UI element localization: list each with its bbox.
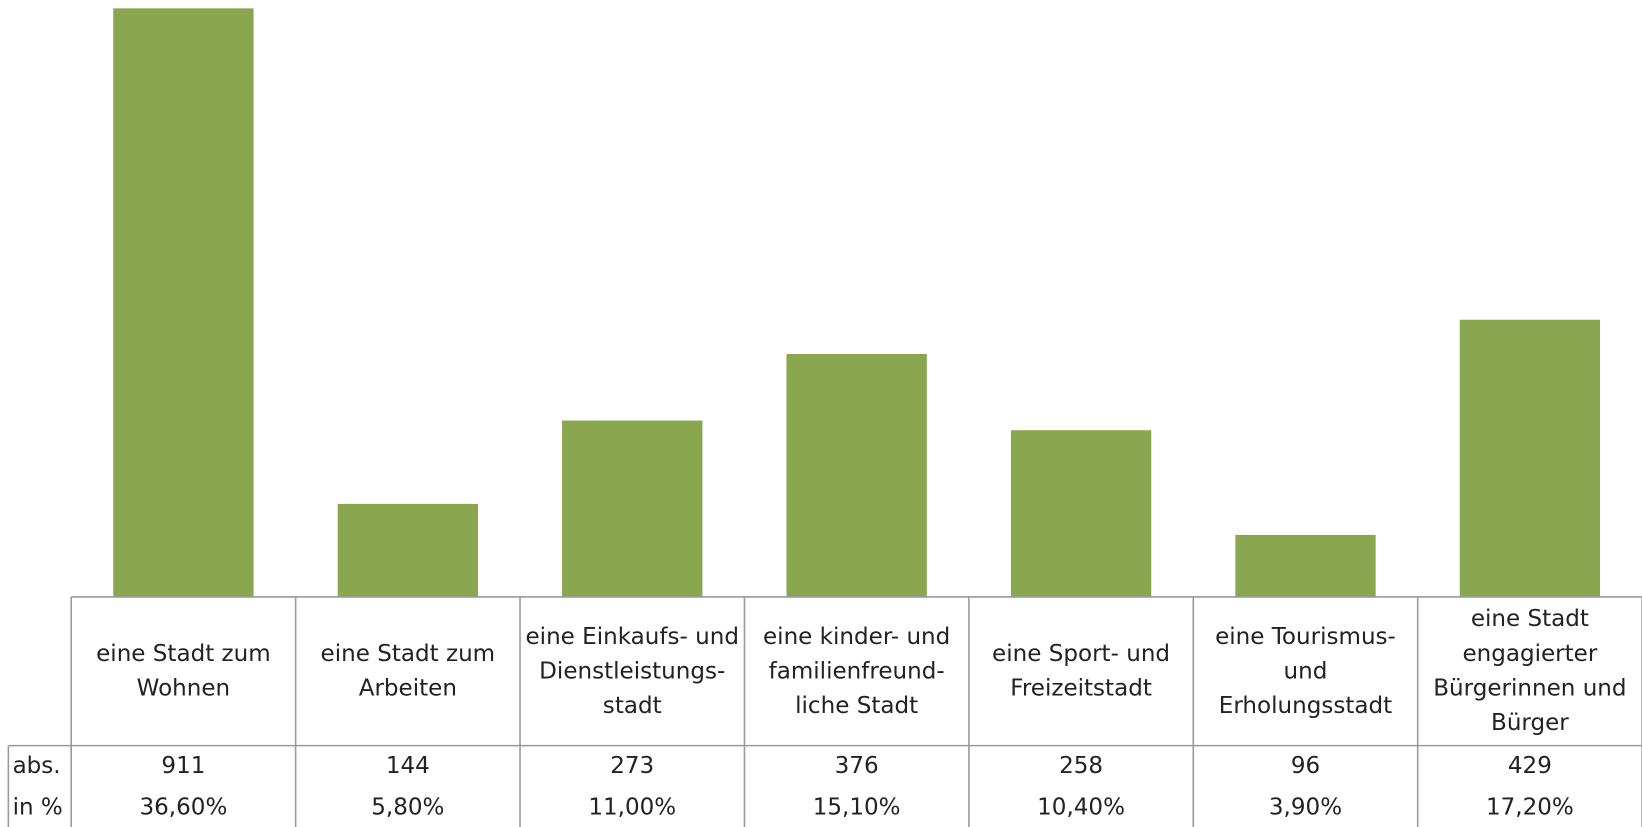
abs-value: 96: [1290, 752, 1321, 779]
category-label: eine Stadt zum Arbeiten: [320, 640, 496, 702]
abs-value: 273: [610, 752, 655, 779]
bar: [1010, 430, 1152, 597]
bar: [562, 420, 703, 597]
abs-value: 258: [1059, 752, 1104, 779]
category-label: eine Stadt zum Wohnen: [96, 640, 271, 702]
abs-value: 429: [1507, 752, 1552, 779]
percent-value: 15,10%: [812, 794, 901, 821]
bar: [113, 8, 254, 597]
percent-value: 10,40%: [1037, 794, 1125, 821]
bar: [786, 353, 927, 597]
abs-value: 911: [161, 752, 206, 779]
percent-value: 36,60%: [139, 794, 228, 821]
percent-value: 3,90%: [1268, 794, 1343, 821]
row-label: in %: [12, 794, 63, 821]
bar: [1459, 319, 1601, 597]
abs-value: 376: [834, 752, 879, 779]
category-label: eine Stadt engagierter Bürgerinnen und B…: [1433, 606, 1627, 737]
bar: [1235, 534, 1376, 597]
percent-value: 5,80%: [371, 794, 445, 821]
abs-value: 144: [385, 752, 430, 779]
percent-value: 17,20%: [1485, 794, 1574, 821]
category-label: eine Einkaufs- und Dienstleistungs- stad…: [525, 623, 739, 719]
bar: [337, 503, 478, 597]
category-label: eine Tourismus- und Erholungsstadt: [1215, 623, 1396, 719]
category-label: eine Sport- und Freizeitstadt: [992, 640, 1171, 702]
row-label: abs.: [12, 752, 61, 779]
category-label: eine kinder- und familienfreund- liche S…: [762, 623, 951, 719]
percent-value: 11,00%: [588, 794, 677, 821]
